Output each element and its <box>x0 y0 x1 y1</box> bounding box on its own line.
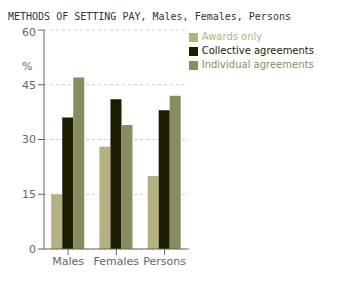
svg-text:30: 30 <box>22 133 36 146</box>
svg-text:15: 15 <box>22 188 36 201</box>
html-text:METHODS OF SETTING PAY, Males,: METHODS OF SETTING PAY, Males, Females, … <box>8 11 291 22</box>
html-text:Awards only: Awards only <box>201 31 263 42</box>
html-text:Individual agreements: Individual agreements <box>201 59 314 70</box>
html-text:Collective agreements: Collective agreements <box>201 45 314 56</box>
svg-text:Females: Females <box>94 255 140 268</box>
svg-text:Persons: Persons <box>143 255 186 268</box>
svg-text:45: 45 <box>22 79 36 92</box>
svg-text:Males: Males <box>52 255 84 268</box>
svg-text:0: 0 <box>29 243 36 256</box>
svg-text:60: 60 <box>22 26 36 39</box>
